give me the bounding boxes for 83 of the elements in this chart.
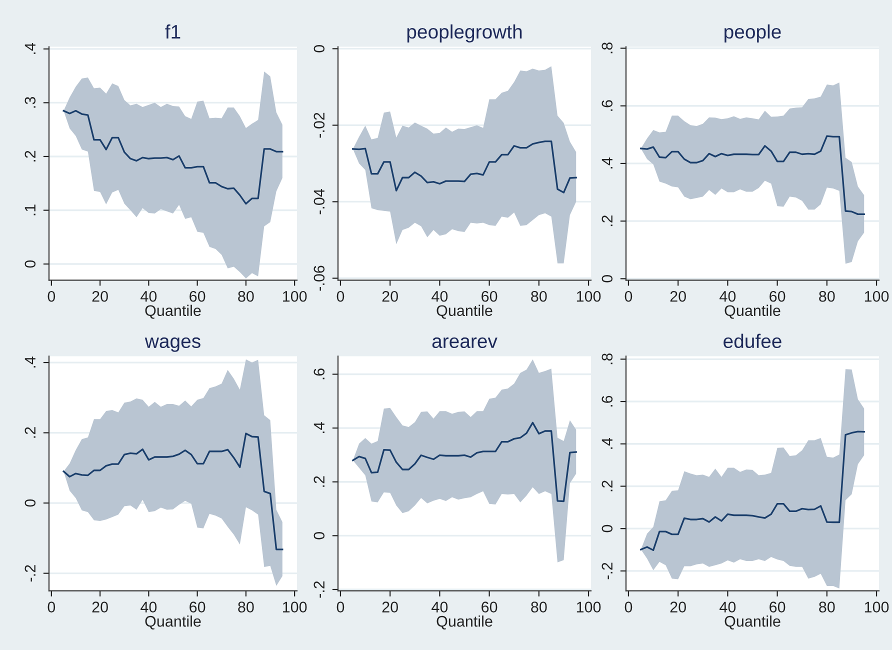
x-tick-label: 0 <box>48 602 56 612</box>
x-tick-label: 80 <box>531 602 547 612</box>
y-tick-label: .4 <box>24 356 36 368</box>
x-axis-title: Quantile <box>436 616 492 630</box>
x-tick-label: 100 <box>576 602 601 612</box>
x-tick-label: 100 <box>576 290 601 302</box>
line-series <box>62 110 284 205</box>
x-tick-label: 20 <box>670 290 686 302</box>
x-tick-label: 0 <box>336 602 344 612</box>
x-tick-label: 20 <box>382 290 398 302</box>
y-tick-label: .4 <box>602 438 612 449</box>
x-tick-label: 80 <box>238 290 254 302</box>
x-tick-label: 100 <box>282 290 307 302</box>
y-tick-label: -.04 <box>314 189 325 214</box>
x-tick-label: 20 <box>382 602 398 612</box>
x-tick-label: 40 <box>432 290 448 302</box>
y-tick-label: -.02 <box>314 112 325 138</box>
x-tick-label: 80 <box>238 602 254 612</box>
x-axis-title: Quantile <box>724 616 780 630</box>
x-tick-label: 40 <box>140 602 157 612</box>
x-tick-label: 0 <box>48 290 56 302</box>
x-tick-label: 100 <box>864 290 889 302</box>
y-tick-label: 0 <box>602 275 613 282</box>
x-tick-label: 100 <box>864 602 889 612</box>
y-tick-label: .6 <box>602 396 613 406</box>
x-tick-label: 60 <box>770 290 786 302</box>
y-tick-label: .2 <box>602 480 612 492</box>
y-tick-label: .4 <box>314 422 324 434</box>
y-tick-label: -.2 <box>24 565 36 582</box>
x-tick-label: 60 <box>482 602 498 612</box>
line-series <box>352 140 577 194</box>
y-tick-label: -.2 <box>314 581 324 598</box>
y-tick-label: .8 <box>602 353 613 364</box>
y-tick-label: 0 <box>24 499 36 507</box>
x-tick-label: 20 <box>92 290 108 302</box>
x-tick-label: 60 <box>770 602 786 612</box>
line-series <box>640 135 865 216</box>
x-tick-label: 20 <box>92 602 108 612</box>
x-tick-label: 0 <box>624 290 632 302</box>
x-axis-title: Quantile <box>145 616 201 630</box>
x-tick-label: 60 <box>190 602 206 612</box>
y-tick-label: .8 <box>602 42 613 54</box>
line-series <box>62 432 284 550</box>
x-tick-label: 40 <box>720 290 736 302</box>
x-tick-label: 20 <box>670 602 686 612</box>
y-tick-label: 0 <box>24 260 36 268</box>
x-tick-label: 40 <box>720 602 736 612</box>
x-tick-label: 100 <box>282 602 307 612</box>
x-tick-label: 80 <box>819 290 835 302</box>
x-tick-label: 40 <box>140 290 157 302</box>
y-tick-label: 0 <box>314 45 325 52</box>
x-tick-label: 0 <box>624 602 632 612</box>
y-tick-label: -.2 <box>602 562 612 580</box>
y-tick-label: .4 <box>24 43 36 54</box>
y-tick-label: .6 <box>602 100 613 111</box>
x-axis-title: Quantile <box>436 304 492 319</box>
y-tick-label: .2 <box>314 476 324 487</box>
x-tick-label: 0 <box>336 290 344 302</box>
x-tick-label: 80 <box>819 602 835 612</box>
chart-title: peoplegrowth <box>407 24 522 42</box>
x-tick-label: 60 <box>190 290 206 302</box>
y-tick-label: .2 <box>24 150 36 162</box>
x-tick-label: 40 <box>432 602 448 612</box>
x-axis-title: Quantile <box>724 304 780 319</box>
chart-title: wages <box>144 337 200 352</box>
line-series <box>352 422 577 502</box>
chart-title: arearev <box>432 337 498 348</box>
y-tick-label: 0 <box>602 524 613 532</box>
y-tick-label: .4 <box>602 158 612 168</box>
line-series <box>640 430 865 552</box>
y-tick-label: .6 <box>314 368 325 380</box>
y-tick-label: .2 <box>24 427 36 438</box>
x-tick-label: 80 <box>531 290 547 302</box>
chart-title: f1 <box>165 24 180 38</box>
y-tick-label: .1 <box>24 204 36 216</box>
y-tick-label: .2 <box>602 215 612 226</box>
chart-title: edufee <box>724 334 782 348</box>
chart-title: people <box>724 24 781 42</box>
x-tick-label: 60 <box>482 290 498 302</box>
y-tick-label: .3 <box>24 97 36 108</box>
y-tick-label: 0 <box>314 532 325 540</box>
y-tick-label: -.06 <box>314 266 325 291</box>
x-axis-title: Quantile <box>145 304 201 319</box>
